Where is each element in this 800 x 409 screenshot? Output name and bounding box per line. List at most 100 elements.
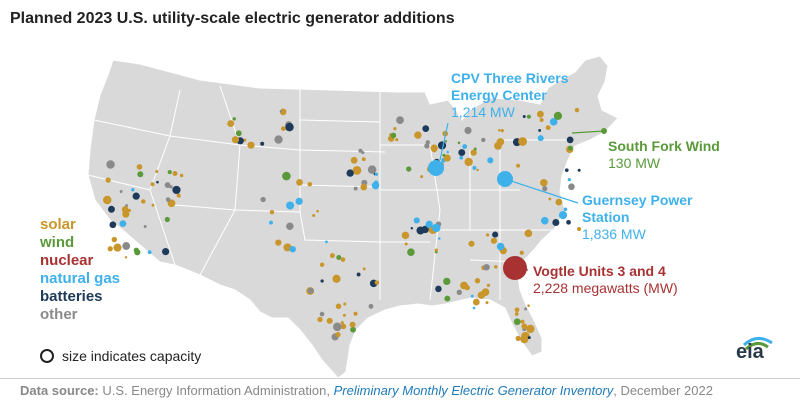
generator-dot [492, 231, 499, 238]
generator-dot [360, 183, 368, 191]
generator-dot [295, 197, 303, 205]
generator-dot [401, 231, 410, 240]
generator-dot [536, 110, 544, 118]
generator-dot [407, 248, 415, 257]
generator-dot [275, 239, 282, 246]
generator-dot [566, 219, 571, 225]
generator-dot [111, 236, 118, 243]
generator-dot [350, 156, 358, 164]
generator-dot [325, 240, 328, 244]
guernsey-name-line2: Station [582, 209, 630, 225]
guernsey-capacity: 1,836 MW [582, 226, 646, 242]
generator-dot [296, 178, 303, 186]
generator-dot [172, 170, 178, 176]
cpv-callout: CPV Three Rivers Energy Center 1,214 MW [451, 70, 569, 121]
generator-dot [464, 126, 472, 135]
generator-dot [577, 226, 582, 232]
generator-dot [343, 302, 347, 306]
generator-dot [522, 114, 526, 118]
generator-dot [568, 183, 575, 191]
generator-dot [134, 249, 141, 256]
south-fork-name: South Fork Wind [608, 138, 720, 154]
generator-dot [490, 237, 497, 244]
source-line: Data source: U.S. Energy Information Adm… [0, 378, 800, 398]
generator-dot [513, 318, 521, 326]
cpv-capacity: 1,214 MW [451, 104, 515, 120]
generator-dot [464, 157, 473, 167]
generator-dot [432, 223, 441, 233]
generator-dot [574, 107, 580, 113]
generator-dot [319, 311, 325, 317]
generator-dot [515, 335, 521, 342]
generator-dot [458, 149, 466, 157]
generator-dot [487, 157, 494, 164]
generator-dot [566, 136, 574, 144]
guernsey-leader-line [507, 179, 579, 204]
generator-dot [340, 257, 346, 262]
generator-dot [558, 211, 568, 220]
generator-dot [514, 312, 519, 316]
generator-dot [470, 294, 474, 298]
legend-nuclear: nuclear [40, 252, 94, 269]
generator-dot [374, 280, 380, 285]
generator-dot [545, 125, 551, 131]
generator-dot [527, 304, 530, 307]
cpv-leader-line [439, 122, 449, 161]
generator-dot [107, 246, 113, 252]
generator-dot [521, 331, 530, 341]
generator-dot [444, 295, 451, 302]
generator-dot [521, 323, 528, 330]
generator-dot [498, 129, 501, 132]
generator-dot [518, 137, 527, 146]
generator-dot [496, 138, 505, 146]
generator-dot [542, 186, 548, 192]
generator-dot [286, 222, 294, 230]
generator-dot [353, 186, 358, 191]
generator-dot [156, 180, 159, 184]
generator-dot [122, 242, 131, 250]
cpv-plant-marker [428, 160, 444, 176]
generator-dot [472, 298, 480, 306]
generator-dot [361, 157, 366, 162]
generator-dot [549, 118, 558, 126]
generator-dot [317, 316, 323, 323]
generator-dot [564, 168, 569, 173]
page-title: Planned 2023 U.S. utility-scale electric… [10, 10, 455, 27]
generator-dot [141, 199, 146, 204]
generator-dot [371, 181, 380, 190]
generator-dot [420, 175, 424, 179]
south-fork-capacity: 130 MW [608, 155, 661, 171]
legend: solar wind nuclear natural gas batteries… [40, 216, 120, 324]
generator-dot [526, 114, 531, 119]
generator-dot [444, 140, 448, 143]
generator-dot [137, 171, 144, 178]
us-land [87, 55, 619, 379]
generator-dot [435, 285, 442, 293]
generator-dot [119, 190, 123, 193]
generator-dot [485, 301, 489, 305]
generator-dot [527, 336, 531, 340]
generator-dot [316, 209, 319, 213]
generator-dot [472, 165, 477, 170]
eia-logo-mark [742, 337, 773, 351]
generator-dot [538, 128, 542, 132]
generator-dot [353, 311, 358, 316]
generator-dot [424, 143, 430, 149]
generator-dot [285, 122, 294, 132]
guernsey-callout: Guernsey Power Station 1,836 MW [582, 192, 693, 243]
generator-dot [514, 307, 520, 313]
generator-dot [235, 130, 242, 137]
eia-logo-text: eia [736, 341, 764, 363]
generator-dot [143, 224, 147, 228]
generator-dot [406, 166, 412, 172]
generator-dot [486, 283, 491, 287]
generator-dot [540, 178, 548, 187]
generator-dot [494, 265, 498, 269]
legend-batteries: batteries [40, 288, 103, 305]
legend-other: other [40, 306, 78, 323]
generator-dot [151, 203, 155, 207]
guernsey-plant-marker [497, 171, 513, 187]
generator-dot [320, 279, 324, 283]
generator-dot [124, 256, 128, 259]
generator-dot [243, 138, 247, 142]
